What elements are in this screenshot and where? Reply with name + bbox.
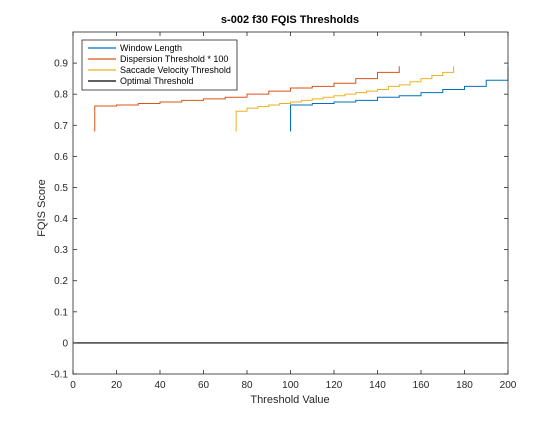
x-tick-label: 80 <box>241 380 253 391</box>
y-tick-label: 0.3 <box>54 245 68 256</box>
ticks-layer: 0 20 40 60 80 100 120 140 160 180 200-0.100.10.20.… <box>51 32 517 391</box>
series-line-saccade-velocity-threshold <box>235 66 455 132</box>
y-tick-label: 0.7 <box>54 121 68 132</box>
x-tick-label: 120 <box>326 380 343 391</box>
y-tick-label: 0.6 <box>54 152 68 163</box>
x-tick-label: 100 <box>282 380 299 391</box>
legend-label: Dispersion Threshold * 100 <box>120 54 228 64</box>
x-tick-label: 160 <box>413 380 430 391</box>
y-axis-label: FQIS Score <box>36 179 48 236</box>
y-tick-label: 0.4 <box>54 214 68 225</box>
y-tick-label: 0.5 <box>54 183 68 194</box>
x-tick-label: 180 <box>456 380 473 391</box>
x-tick-label: 20 <box>111 380 123 391</box>
x-tick-label: 140 <box>369 380 386 391</box>
legend-label: Saccade Velocity Threshold <box>120 65 231 75</box>
legend-label: Window Length <box>120 43 182 53</box>
y-tick-label: 0.9 <box>54 59 68 70</box>
x-tick-label: 40 <box>154 380 166 391</box>
series-layer <box>73 66 509 344</box>
series-line-dispersion-threshold-100 <box>94 66 400 132</box>
y-tick-label: 0.1 <box>54 307 68 318</box>
legend-label: Optimal Threshold <box>120 76 193 86</box>
chart-title: s-002 f30 FQIS Thresholds <box>221 14 359 26</box>
y-tick-label: 0 <box>62 338 68 349</box>
y-tick-label: 0.2 <box>54 276 68 287</box>
y-tick-label: 0.8 <box>54 90 68 101</box>
y-tick-label: -0.1 <box>51 370 69 381</box>
x-axis-label: Threshold Value <box>250 394 329 406</box>
series-line-window-length <box>290 66 509 132</box>
x-tick-label: 200 <box>500 380 517 391</box>
x-tick-label: 0 <box>70 380 76 391</box>
x-tick-label: 60 <box>198 380 210 391</box>
